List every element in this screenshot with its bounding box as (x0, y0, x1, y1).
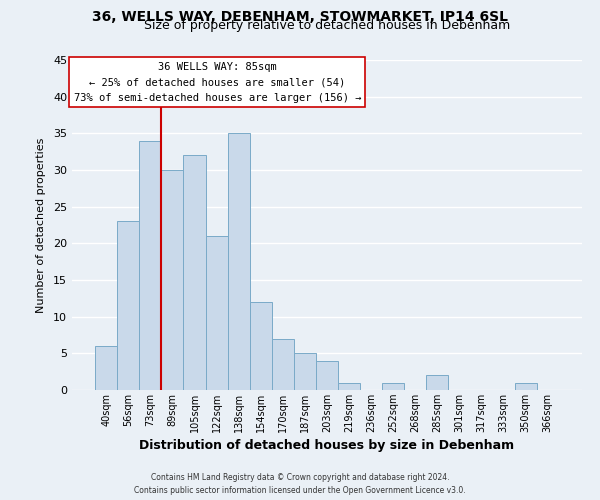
Title: Size of property relative to detached houses in Debenham: Size of property relative to detached ho… (144, 20, 510, 32)
Bar (206, 236, 227, 390)
Bar (272, 338, 294, 390)
Bar (316, 360, 338, 390)
Text: 36, WELLS WAY, DEBENHAM, STOWMARKET, IP14 6SL: 36, WELLS WAY, DEBENHAM, STOWMARKET, IP1… (92, 10, 508, 24)
Bar (250, 302, 272, 390)
X-axis label: Distribution of detached houses by size in Debenham: Distribution of detached houses by size … (139, 439, 515, 452)
Bar (117, 222, 139, 390)
Text: Contains HM Land Registry data © Crown copyright and database right 2024.
Contai: Contains HM Land Registry data © Crown c… (134, 473, 466, 495)
Bar (227, 134, 250, 390)
Bar (139, 140, 161, 390)
Bar (427, 376, 448, 390)
Bar (382, 382, 404, 390)
Bar (294, 354, 316, 390)
Bar (95, 346, 117, 390)
Bar (161, 170, 184, 390)
Bar (184, 156, 206, 390)
Text: 36 WELLS WAY: 85sqm
← 25% of detached houses are smaller (54)
73% of semi-detach: 36 WELLS WAY: 85sqm ← 25% of detached ho… (74, 62, 361, 103)
Bar (515, 382, 537, 390)
Y-axis label: Number of detached properties: Number of detached properties (36, 138, 46, 312)
Bar (338, 382, 360, 390)
